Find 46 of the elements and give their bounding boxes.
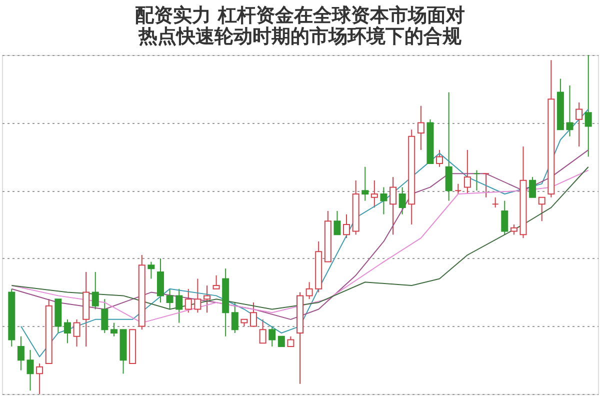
candlestick [287,336,294,348]
candlestick [417,105,424,150]
candlestick [566,85,574,137]
candlestick [398,186,406,215]
candlestick [482,173,490,198]
candlestick [176,288,183,324]
candlestick [370,180,378,208]
candlestick [510,224,518,236]
candlestick [334,210,341,236]
candlestick [64,318,71,344]
candlestick [101,298,108,334]
candlestick [576,102,583,148]
chart-title: 配资实力 杠杆资金在全球资本市场面对热点快速轮动时期的市场环境下的合规 [135,4,465,48]
candlestick [250,302,257,327]
candlestick [231,302,238,334]
candlestick [92,271,99,310]
candlestick [110,322,118,337]
candlestick [390,176,397,236]
candlestick [156,258,164,303]
candlestick [529,176,536,198]
candlestick [203,285,210,314]
candlestick [166,288,174,310]
candlestick [184,288,192,314]
candlestick [17,336,24,371]
candlestick [436,149,444,168]
candlestick [454,183,462,194]
candlestick [501,200,508,236]
candlestick [380,186,388,215]
candlestick [73,318,80,348]
candlestick [259,318,266,344]
candlestick [36,362,44,394]
candlestick [492,196,499,208]
candlestick [464,149,471,194]
candlestick [538,196,546,222]
candlestick [268,326,276,348]
candlestick [148,261,155,280]
candlestick [445,92,452,202]
candlestick [362,166,369,202]
candlestick [584,54,592,158]
candlestick [473,170,480,192]
candlestick [26,349,34,392]
candlestick [212,274,220,290]
candlestick [306,282,313,300]
candlestick [194,278,202,314]
candlestick [278,336,285,348]
candlestick [343,214,350,239]
